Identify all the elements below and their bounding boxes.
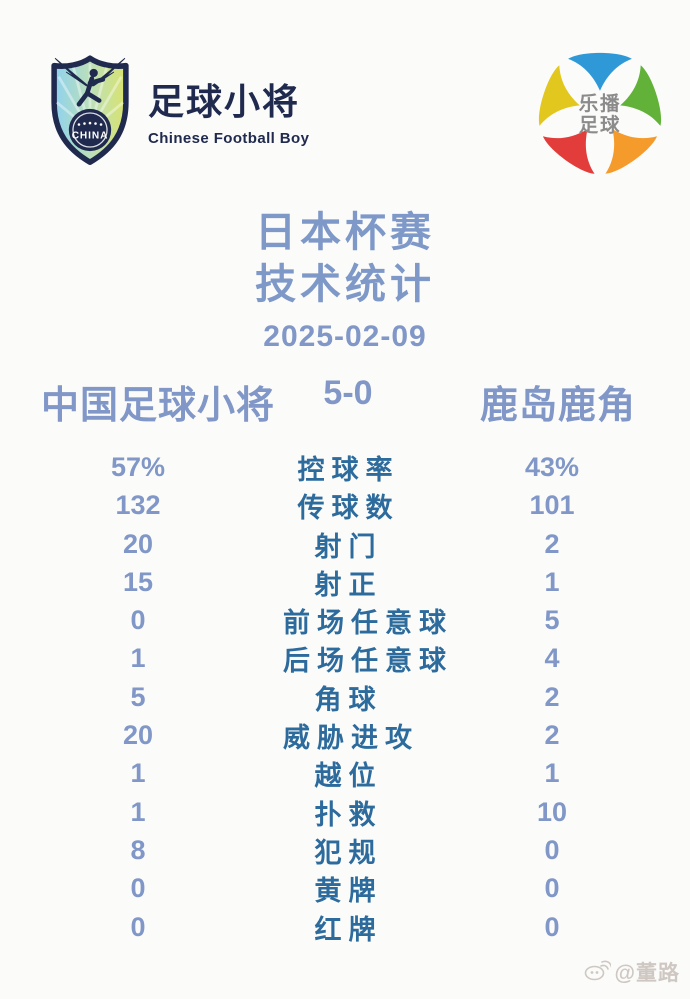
away-value: 1	[544, 758, 560, 789]
stat-row-corners: 5 角球 2	[0, 678, 690, 716]
stat-row-shots-on-target: 15 射正 1	[0, 563, 690, 601]
brand-name-en: Chinese Football Boy	[148, 129, 310, 147]
away-value: 5	[544, 605, 560, 636]
shield-country-label: CHINA	[72, 130, 109, 141]
home-value: 132	[115, 490, 161, 521]
weibo-icon	[583, 958, 612, 987]
stat-row-shots: 20 射门 2	[0, 525, 690, 563]
stat-label: 射正	[314, 569, 383, 600]
home-value: 5	[130, 681, 146, 712]
home-value: 20	[122, 528, 154, 559]
home-team-name: 中国足球小将	[40, 385, 276, 427]
stat-row-passes: 132 传球数 101	[0, 486, 690, 524]
stat-label: 射门	[314, 531, 383, 562]
away-value: 1	[544, 566, 560, 597]
stat-row-saves: 1 扑救 10	[0, 793, 690, 831]
stat-label: 犯规	[314, 837, 383, 868]
watermark: @董路	[583, 957, 680, 987]
home-value: 15	[122, 566, 154, 597]
away-value: 0	[544, 834, 560, 865]
home-value: 1	[130, 758, 146, 789]
away-value: 0	[544, 873, 560, 904]
home-value: 57%	[110, 452, 166, 482]
home-value: 0	[130, 873, 146, 904]
home-value: 0	[130, 911, 146, 942]
stat-label: 传球数	[297, 493, 400, 524]
home-value: 20	[122, 720, 154, 751]
title-block: 日本杯赛 技术统计 2025-02-09	[0, 206, 690, 354]
partner-name-line2: 足球	[579, 113, 621, 136]
match-row: 中国足球小将 5-0 鹿岛鹿角	[0, 374, 690, 427]
stats-table: 57% 控球率 43% 132 传球数 101 20 射门 2 15 射正 1 0 前场任意球 5 1 后场任意…	[0, 448, 690, 946]
match-score: 5-0	[323, 374, 373, 412]
home-value: 8	[130, 834, 146, 865]
away-value: 0	[544, 911, 560, 942]
stat-label: 后场任意球	[283, 646, 453, 677]
away-value: 43%	[524, 452, 580, 482]
away-value: 2	[544, 528, 560, 559]
stat-label: 角球	[314, 684, 383, 715]
match-date: 2025-02-09	[263, 320, 427, 353]
home-value: 1	[130, 796, 146, 827]
watermark-handle: @董路	[614, 962, 680, 985]
stat-row-possession: 57% 控球率 43%	[0, 448, 690, 486]
brand-text: 足球小将 Chinese Football Boy	[148, 82, 309, 147]
stat-row-fouls: 8 犯规 0	[0, 831, 690, 869]
stat-label: 扑救	[314, 799, 383, 830]
title-line-2: 技术统计	[255, 261, 435, 307]
stat-label: 控球率	[297, 455, 400, 485]
stat-row-front-court-free-kicks: 0 前场任意球 5	[0, 601, 690, 639]
winged-player-shield-icon: CHINA	[44, 46, 136, 168]
away-value: 2	[544, 681, 560, 712]
stat-row-offsides: 1 越位 1	[0, 754, 690, 792]
away-team-name: 鹿岛鹿角	[479, 385, 637, 427]
away-value: 101	[529, 490, 575, 521]
partner-name-line1: 乐播	[579, 93, 621, 115]
stat-row-red-cards: 0 红牌 0	[0, 908, 690, 946]
five-petal-football-icon: 乐播 足球	[538, 50, 662, 174]
stat-label: 红牌	[314, 914, 383, 945]
stat-label: 威胁进攻	[283, 723, 419, 754]
brand-name-cn: 足球小将	[148, 81, 301, 122]
home-value: 0	[130, 605, 146, 636]
stat-label: 黄牌	[314, 876, 383, 907]
stat-label: 前场任意球	[283, 608, 453, 639]
away-value: 4	[544, 643, 560, 674]
stat-row-dangerous-attacks: 20 威胁进攻 2	[0, 716, 690, 754]
title-line-1: 日本杯赛	[255, 209, 435, 255]
home-value: 1	[130, 643, 146, 674]
brand-left: CHINA 足球小将 Chinese Football Boy	[44, 46, 309, 168]
stat-label: 越位	[314, 761, 383, 792]
stat-row-back-court-free-kicks: 1 后场任意球 4	[0, 639, 690, 677]
stat-row-yellow-cards: 0 黄牌 0	[0, 869, 690, 907]
away-value: 2	[544, 720, 560, 751]
away-value: 10	[536, 796, 568, 827]
